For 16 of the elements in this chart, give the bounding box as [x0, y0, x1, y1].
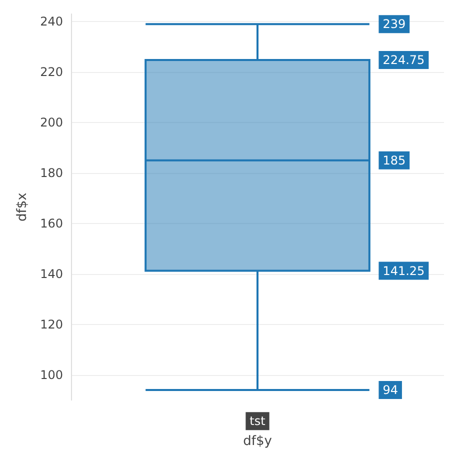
y-tick-label: 180: [40, 166, 63, 180]
y-tick-label: 240: [40, 14, 63, 29]
annotation: 94: [382, 383, 398, 398]
y-tick-label: 120: [40, 317, 63, 332]
y-tick-label: 100: [40, 368, 63, 382]
y-tick-label: 160: [40, 216, 63, 230]
x-axis-title: df$y: [243, 434, 272, 449]
y-tick-label: 140: [40, 266, 63, 281]
y-tick-label: 220: [40, 65, 63, 80]
annotation: 239: [382, 17, 406, 32]
y-axis-title: df$x: [15, 192, 30, 222]
annotation: 185: [382, 153, 406, 168]
annotation: 141.25: [382, 264, 425, 278]
x-tick-label: tst: [250, 414, 266, 428]
annotation: 224.75: [382, 53, 425, 68]
y-tick-label: 200: [40, 116, 63, 130]
